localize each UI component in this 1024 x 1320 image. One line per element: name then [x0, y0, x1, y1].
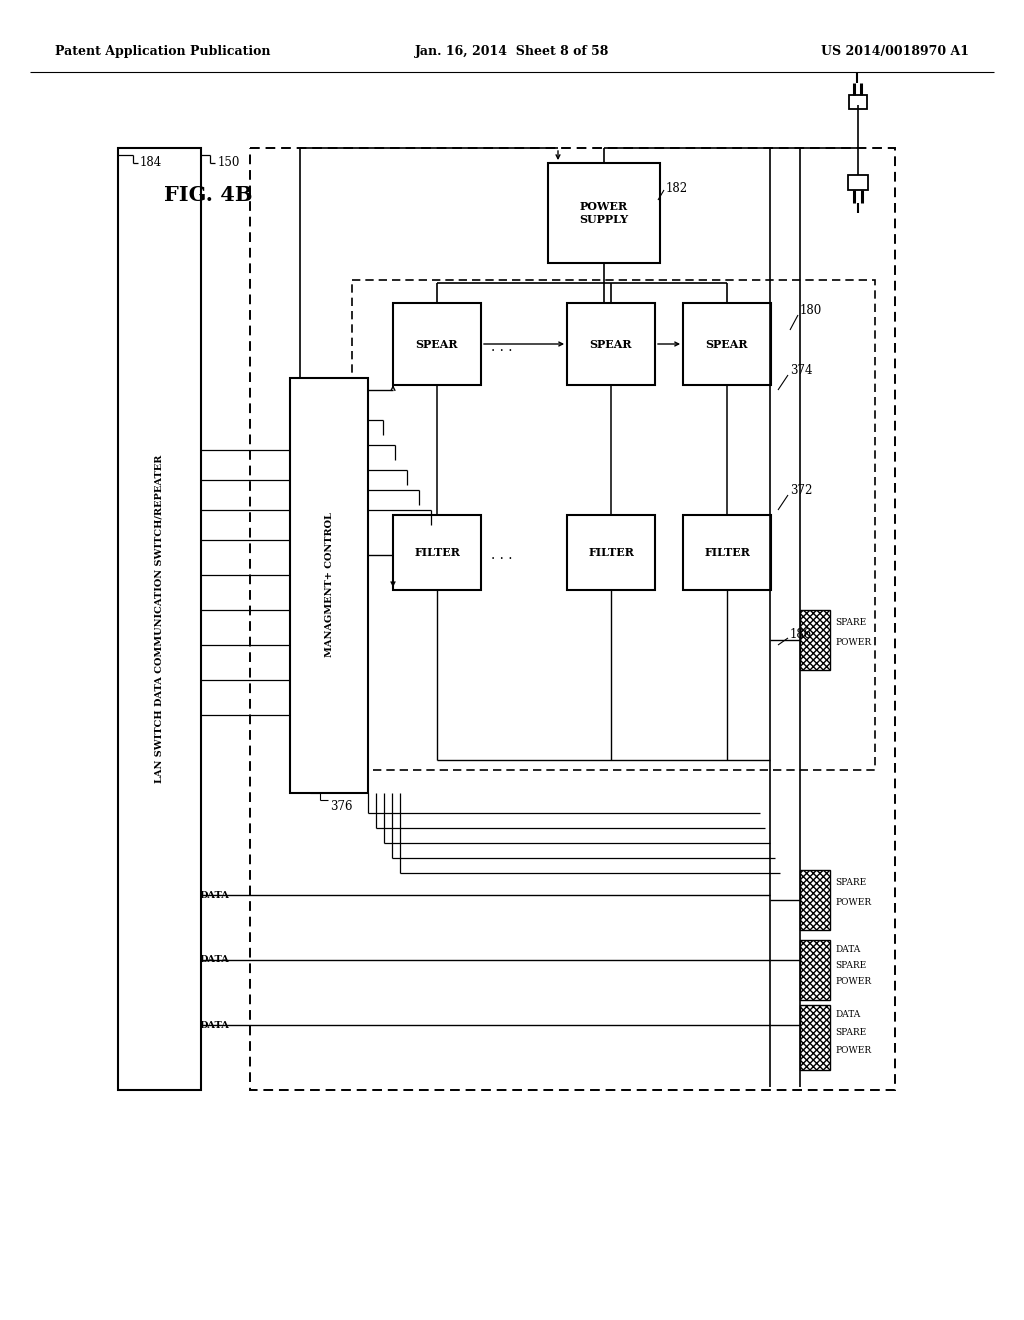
Text: DATA: DATA [835, 945, 860, 954]
Text: 374: 374 [790, 363, 812, 376]
Bar [393, 304, 481, 385]
Bar [800, 610, 830, 671]
Text: FILTER: FILTER [588, 546, 634, 557]
Text: DATA: DATA [835, 1010, 860, 1019]
Text: 184: 184 [140, 157, 162, 169]
Text: DATA: DATA [200, 956, 229, 965]
Bar [118, 148, 201, 1090]
Bar [567, 304, 655, 385]
Bar [250, 148, 895, 1090]
Text: SPARE: SPARE [835, 878, 866, 887]
Bar [848, 176, 868, 190]
Text: 372: 372 [790, 483, 812, 496]
Bar [548, 162, 660, 263]
Text: 186: 186 [790, 628, 812, 642]
Text: POWER: POWER [835, 638, 871, 647]
Text: SPEAR: SPEAR [706, 338, 749, 350]
Text: . . .: . . . [490, 548, 512, 562]
Text: FIG. 4B: FIG. 4B [164, 185, 252, 205]
Bar [352, 280, 874, 770]
Bar [800, 940, 830, 1001]
Bar [290, 378, 368, 793]
Text: 376: 376 [330, 800, 352, 813]
Text: SPARE: SPARE [835, 961, 866, 970]
Text: POWER: POWER [835, 898, 871, 907]
Bar [567, 515, 655, 590]
Text: 182: 182 [666, 181, 688, 194]
Text: POWER: POWER [835, 977, 871, 986]
Bar [683, 304, 771, 385]
Text: SPARE: SPARE [835, 1028, 866, 1038]
Text: DATA: DATA [200, 891, 229, 899]
Text: Jan. 16, 2014  Sheet 8 of 58: Jan. 16, 2014 Sheet 8 of 58 [415, 45, 609, 58]
Text: MANAGMENT+ CONTROL: MANAGMENT+ CONTROL [325, 512, 334, 657]
Text: DATA: DATA [200, 1020, 229, 1030]
Text: Patent Application Publication: Patent Application Publication [55, 45, 270, 58]
Bar [393, 515, 481, 590]
Bar [800, 1005, 830, 1071]
Text: FILTER: FILTER [705, 546, 750, 557]
Bar [800, 870, 830, 931]
Text: SPEAR: SPEAR [590, 338, 632, 350]
Bar [849, 95, 867, 110]
Text: 180: 180 [800, 304, 822, 317]
Bar [683, 515, 771, 590]
Text: . . .: . . . [490, 341, 512, 354]
Text: US 2014/0018970 A1: US 2014/0018970 A1 [821, 45, 969, 58]
Text: FILTER: FILTER [414, 546, 460, 557]
Text: POWER: POWER [835, 1045, 871, 1055]
Text: POWER
SUPPLY: POWER SUPPLY [580, 201, 629, 224]
Text: 150: 150 [218, 157, 241, 169]
Text: LAN SWITCH DATA COMMUNICATION SWITCH/REPEATER: LAN SWITCH DATA COMMUNICATION SWITCH/REP… [155, 455, 164, 783]
Text: SPARE: SPARE [835, 618, 866, 627]
Text: SPEAR: SPEAR [416, 338, 459, 350]
